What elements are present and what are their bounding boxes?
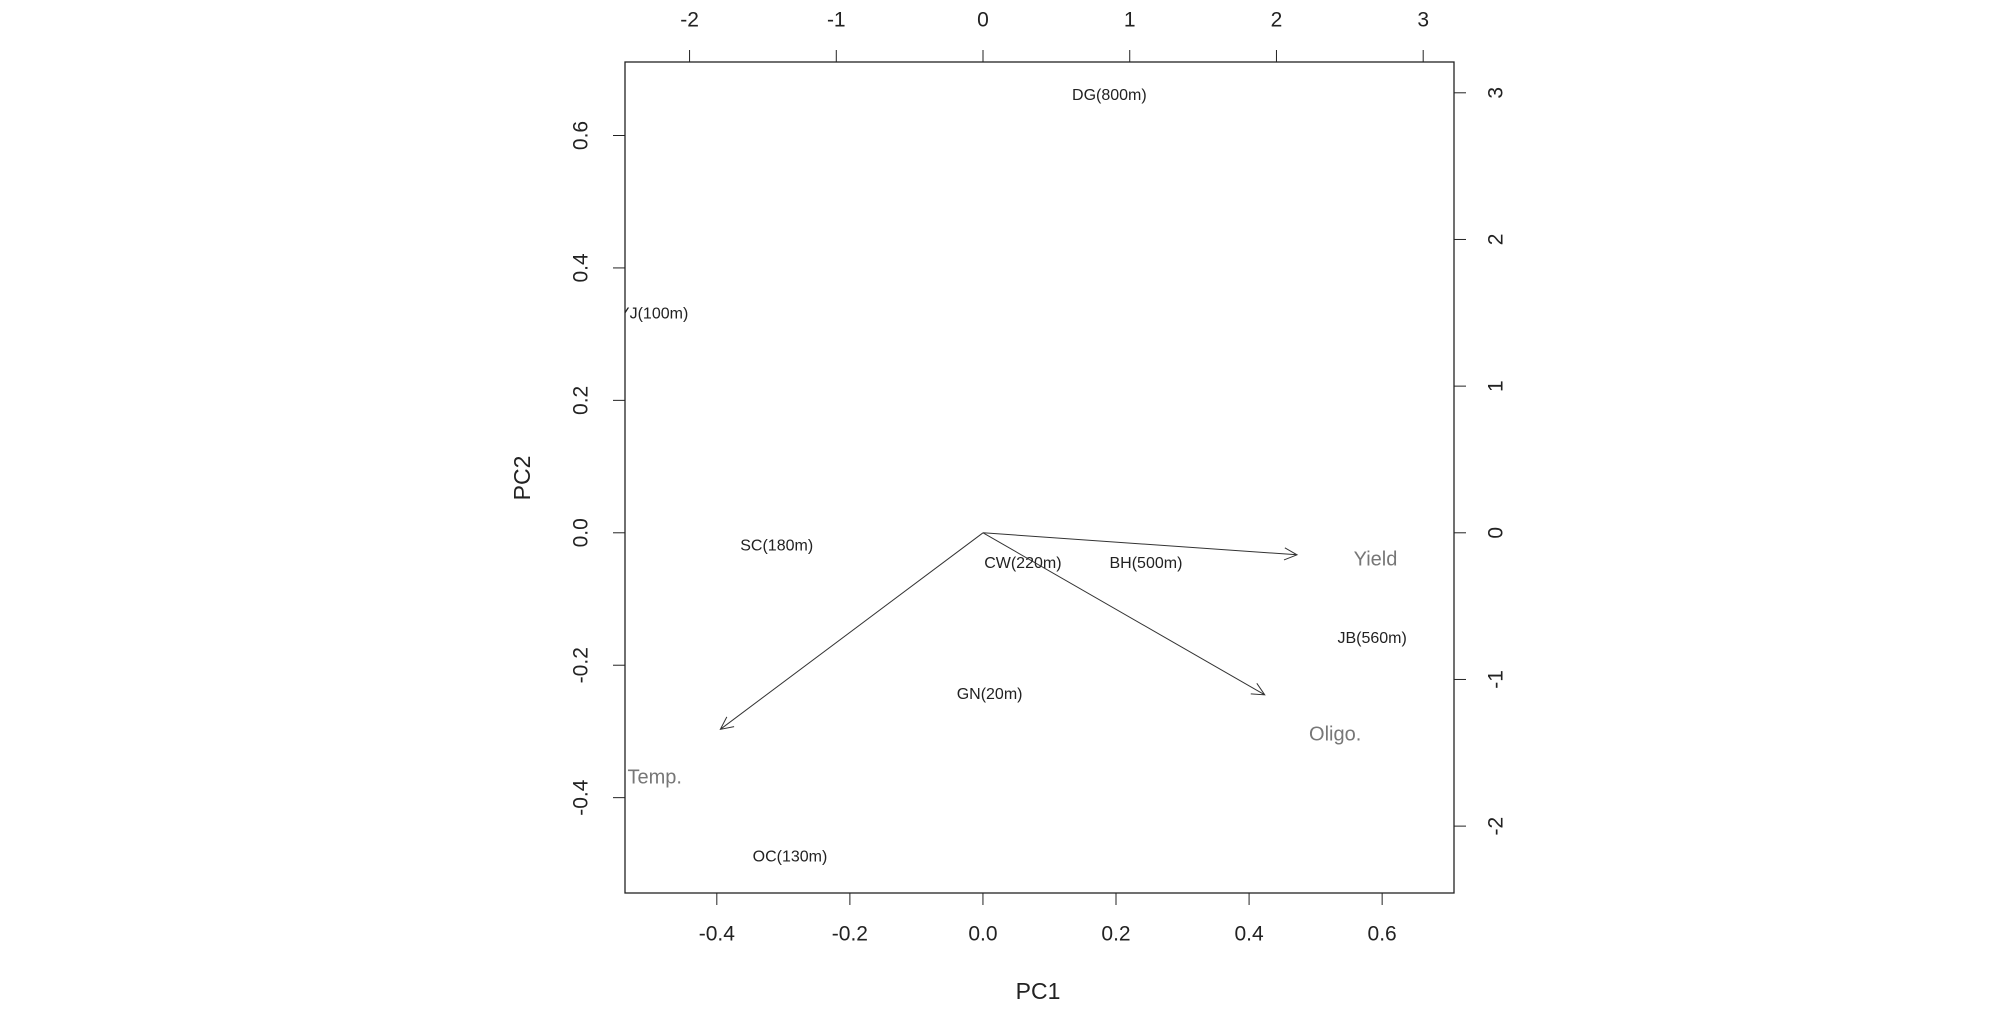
y2-tick-label: -2 — [1485, 817, 1508, 836]
y2-tick-label: 3 — [1485, 87, 1508, 99]
x-tick-label: 0.4 — [1234, 923, 1264, 946]
x-tick-label: -0.4 — [699, 923, 736, 946]
y-tick-label: 0.0 — [570, 518, 593, 547]
point-label: DG(800m) — [1072, 87, 1147, 104]
loading-arrow — [719, 532, 984, 731]
x-tick-label: 0.6 — [1368, 923, 1397, 946]
y-tick-label: 0.4 — [570, 253, 593, 283]
point-label: YJ(100m) — [619, 305, 688, 322]
point-label: CW(220m) — [984, 555, 1061, 572]
point-label: GN(20m) — [957, 686, 1023, 703]
arrow-label: Temp. — [627, 767, 681, 789]
arrow-label: Yield — [1354, 549, 1398, 571]
y-axis-label: PC2 — [509, 456, 535, 501]
y-tick-label: -0.2 — [570, 647, 593, 683]
plot-frame — [624, 61, 1455, 894]
y2-tick-label: 2 — [1485, 234, 1508, 246]
x-axis-label: PC1 — [1016, 978, 1061, 1004]
arrow-label: Oligo. — [1309, 724, 1361, 746]
x2-tick-label: 0 — [977, 9, 989, 32]
plot-area: DG(800m) YJ(100m) SC(180m) CW(220m) BH(500m)… — [619, 87, 1407, 865]
y2-tick-label: 1 — [1485, 380, 1508, 392]
x2-tick-label: 3 — [1417, 9, 1429, 32]
y-tick-label: -0.4 — [570, 779, 593, 816]
point-label: JB(560m) — [1337, 630, 1406, 647]
x2-tick-label: 2 — [1271, 9, 1283, 32]
y-tick-label: 0.6 — [570, 121, 593, 150]
x2-tick-label: 1 — [1124, 9, 1136, 32]
y2-tick-label: -1 — [1485, 670, 1508, 689]
x-tick-label: -0.2 — [832, 923, 868, 946]
point-label: OC(130m) — [753, 848, 828, 865]
point-label: BH(500m) — [1109, 555, 1182, 572]
y2-tick-label: 0 — [1485, 527, 1508, 539]
loading-arrow — [982, 532, 1299, 561]
x-tick-label: 0.2 — [1101, 923, 1130, 946]
point-label: SC(180m) — [740, 537, 813, 554]
x2-tick-label: -2 — [680, 9, 699, 32]
y-tick-label: 0.2 — [570, 386, 593, 415]
x2-tick-label: -1 — [827, 9, 846, 32]
loading-arrow — [982, 532, 1266, 696]
x-tick-label: 0.0 — [968, 923, 997, 946]
